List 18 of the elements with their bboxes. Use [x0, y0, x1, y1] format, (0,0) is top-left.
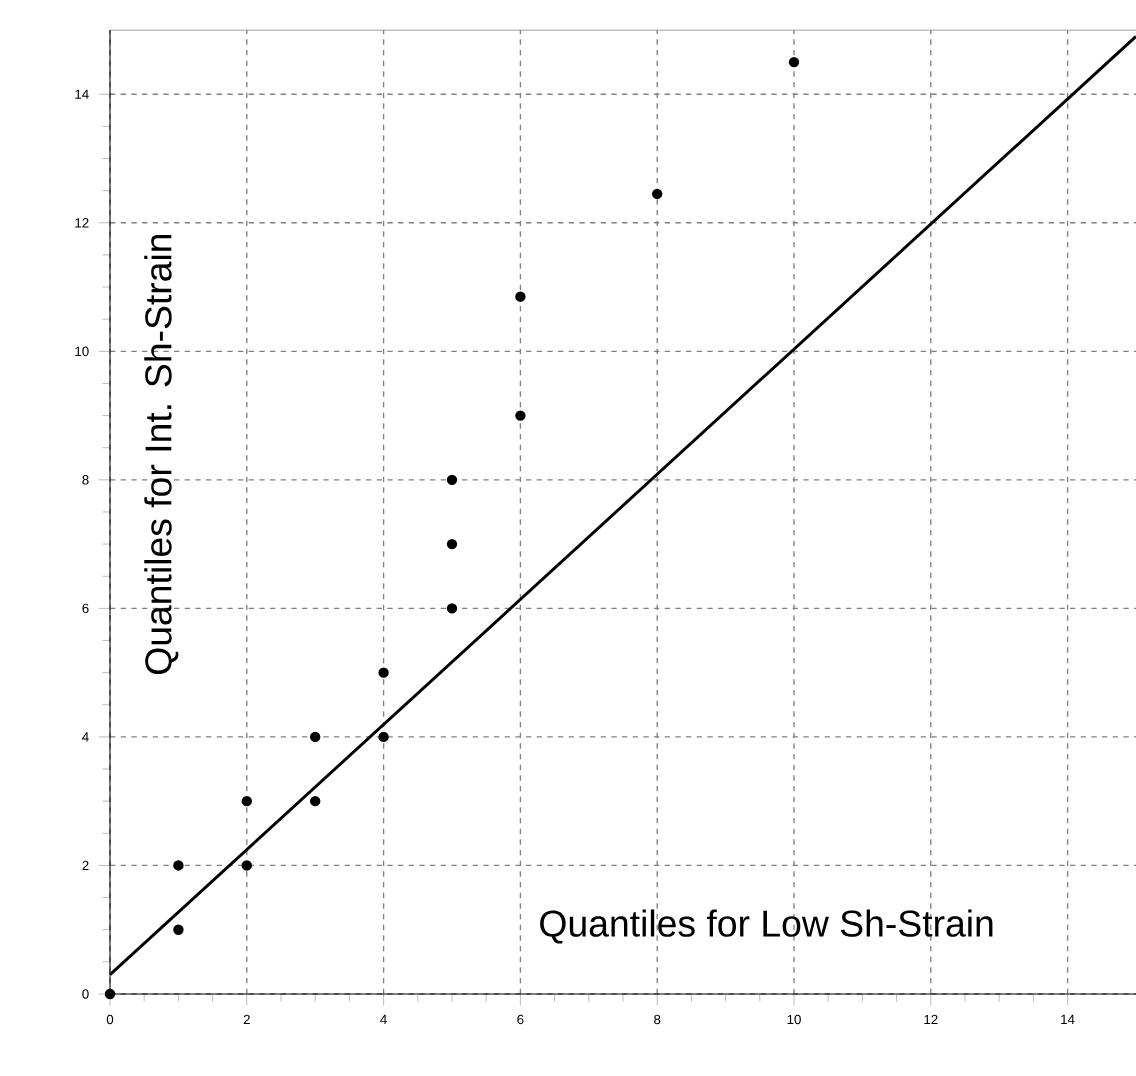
point: [446, 538, 458, 550]
point: [446, 603, 458, 614]
point: [241, 860, 252, 871]
point: [515, 410, 526, 421]
point: [310, 731, 321, 743]
point: [104, 988, 116, 1000]
y-axis-title: Quantiles for Int. Sh-Strain: [144, 234, 179, 675]
point: [378, 731, 389, 743]
point: [446, 474, 458, 486]
point: [241, 795, 252, 807]
point: [173, 924, 184, 935]
point: [652, 188, 663, 200]
point: [310, 795, 321, 807]
point: [173, 860, 184, 871]
x-axis-title: Quantiles for Low Sh-Strain: [540, 909, 993, 944]
point: [378, 667, 389, 678]
point: [515, 291, 526, 302]
point: [788, 56, 800, 68]
